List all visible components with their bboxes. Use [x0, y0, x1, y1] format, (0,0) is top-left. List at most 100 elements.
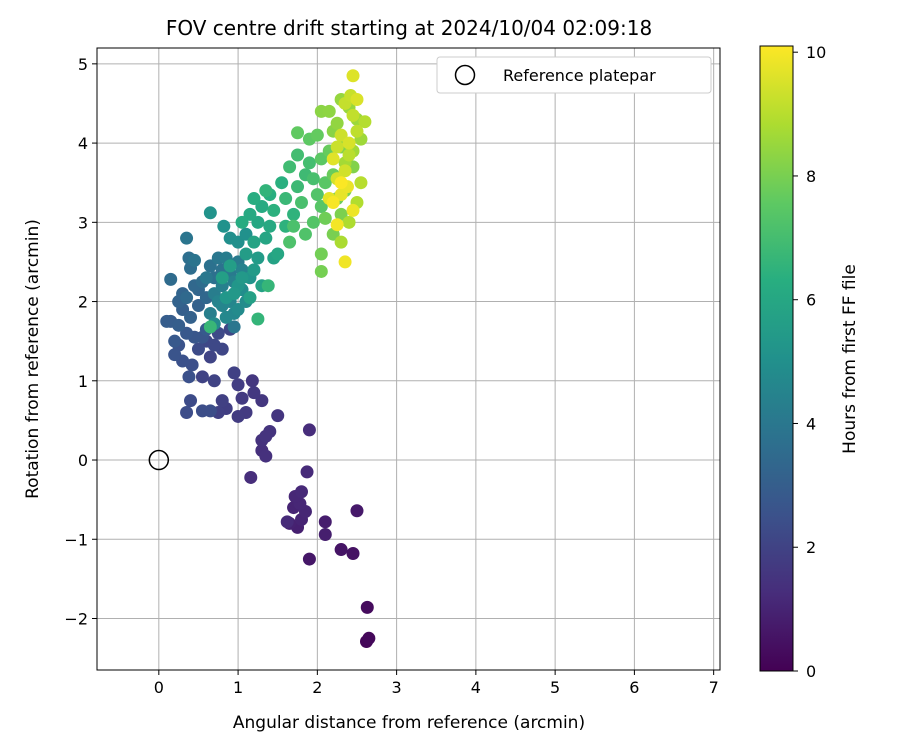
data-point: [247, 192, 261, 206]
data-point: [191, 299, 205, 313]
data-point: [255, 394, 269, 408]
y-axis-label: Rotation from reference (arcmin): [23, 219, 43, 499]
data-point: [330, 218, 344, 232]
data-point: [283, 160, 297, 174]
plot-frame: [96, 47, 721, 671]
colorbar-tick-label: 4: [806, 414, 816, 433]
data-point: [203, 206, 217, 220]
data-point: [346, 69, 360, 83]
data-point: [191, 342, 205, 356]
data-point: [235, 215, 249, 229]
data-point: [180, 405, 194, 419]
data-point: [354, 176, 368, 190]
data-point: [302, 552, 316, 566]
data-point: [350, 93, 364, 107]
data-point: [306, 172, 320, 186]
data-point: [358, 115, 372, 129]
data-point: [182, 370, 196, 384]
data-point: [199, 271, 213, 285]
x-tick-label: 3: [392, 678, 402, 697]
data-point: [326, 196, 340, 210]
colorbar-tick-label: 10: [806, 43, 826, 62]
data-point: [239, 227, 253, 241]
x-axis-ticks: 0 1 2 3 4 5 6 7: [154, 670, 719, 697]
data-point: [180, 291, 194, 305]
data-point: [247, 263, 261, 277]
data-point: [203, 350, 217, 364]
data-point: [302, 423, 316, 437]
y-tick-label: 2: [78, 293, 88, 312]
data-point: [259, 449, 273, 463]
legend-marker: [454, 64, 476, 86]
data-points: [160, 69, 376, 648]
data-point: [184, 310, 198, 324]
data-point: [310, 128, 324, 142]
data-point: [298, 227, 312, 241]
data-point: [287, 207, 301, 221]
colorbar-ticks: 0 2 4 6 8 10: [793, 43, 826, 681]
data-point: [310, 188, 324, 202]
data-point: [350, 504, 364, 518]
colorbar-tick-label: 0: [806, 662, 816, 681]
x-axis-label: Angular distance from reference (arcmin): [233, 713, 585, 733]
data-point: [251, 251, 265, 265]
data-point: [338, 164, 352, 178]
data-point: [180, 231, 194, 245]
x-tick-label: 0: [154, 678, 164, 697]
y-tick-label: −1: [64, 530, 88, 549]
data-point: [235, 391, 249, 405]
legend: Reference platepar: [436, 56, 712, 94]
y-tick-label: 4: [78, 134, 88, 153]
y-axis-ticks: −2 −1 0 1 2 3 4 5: [64, 55, 97, 628]
reference-point: [148, 449, 170, 471]
y-tick-label: 3: [78, 213, 88, 232]
data-point: [195, 370, 209, 384]
data-point: [223, 259, 237, 273]
x-tick-label: 6: [629, 678, 639, 697]
data-point: [247, 235, 261, 249]
data-point: [168, 334, 182, 348]
data-point: [291, 126, 305, 140]
data-point: [160, 314, 174, 328]
data-point: [259, 184, 273, 198]
data-point: [314, 199, 328, 213]
data-point: [227, 287, 241, 301]
legend-label: Reference platepar: [503, 66, 656, 85]
y-tick-label: 5: [78, 55, 88, 74]
data-point: [231, 409, 245, 423]
legend-box: [436, 56, 712, 94]
data-point: [239, 247, 253, 261]
data-point: [247, 386, 261, 400]
chart-title: FOV centre drift starting at 2024/10/04 …: [166, 16, 652, 40]
data-point: [227, 320, 241, 334]
colorbar-tick-label: 2: [806, 538, 816, 557]
data-point: [330, 116, 344, 130]
data-point: [267, 203, 281, 217]
data-point: [259, 429, 273, 443]
data-point: [244, 470, 258, 484]
data-point: [346, 108, 360, 122]
data-point: [291, 180, 305, 194]
data-point: [314, 152, 328, 166]
colorbar: [759, 45, 794, 672]
data-point: [217, 219, 231, 233]
data-point: [207, 374, 221, 388]
data-point: [350, 124, 364, 138]
data-point: [294, 196, 308, 210]
data-point: [306, 215, 320, 229]
data-point: [318, 515, 332, 529]
data-point: [342, 136, 356, 150]
data-point: [338, 255, 352, 269]
data-point: [271, 247, 285, 261]
data-point: [215, 394, 229, 408]
data-point: [203, 320, 217, 334]
data-point: [259, 231, 273, 245]
data-point: [231, 378, 245, 392]
data-point: [362, 631, 376, 645]
colorbar-tick-label: 6: [806, 291, 816, 310]
colorbar-tick-label: 8: [806, 167, 816, 186]
data-point: [318, 176, 332, 190]
data-point: [184, 394, 198, 408]
data-point: [346, 547, 360, 561]
